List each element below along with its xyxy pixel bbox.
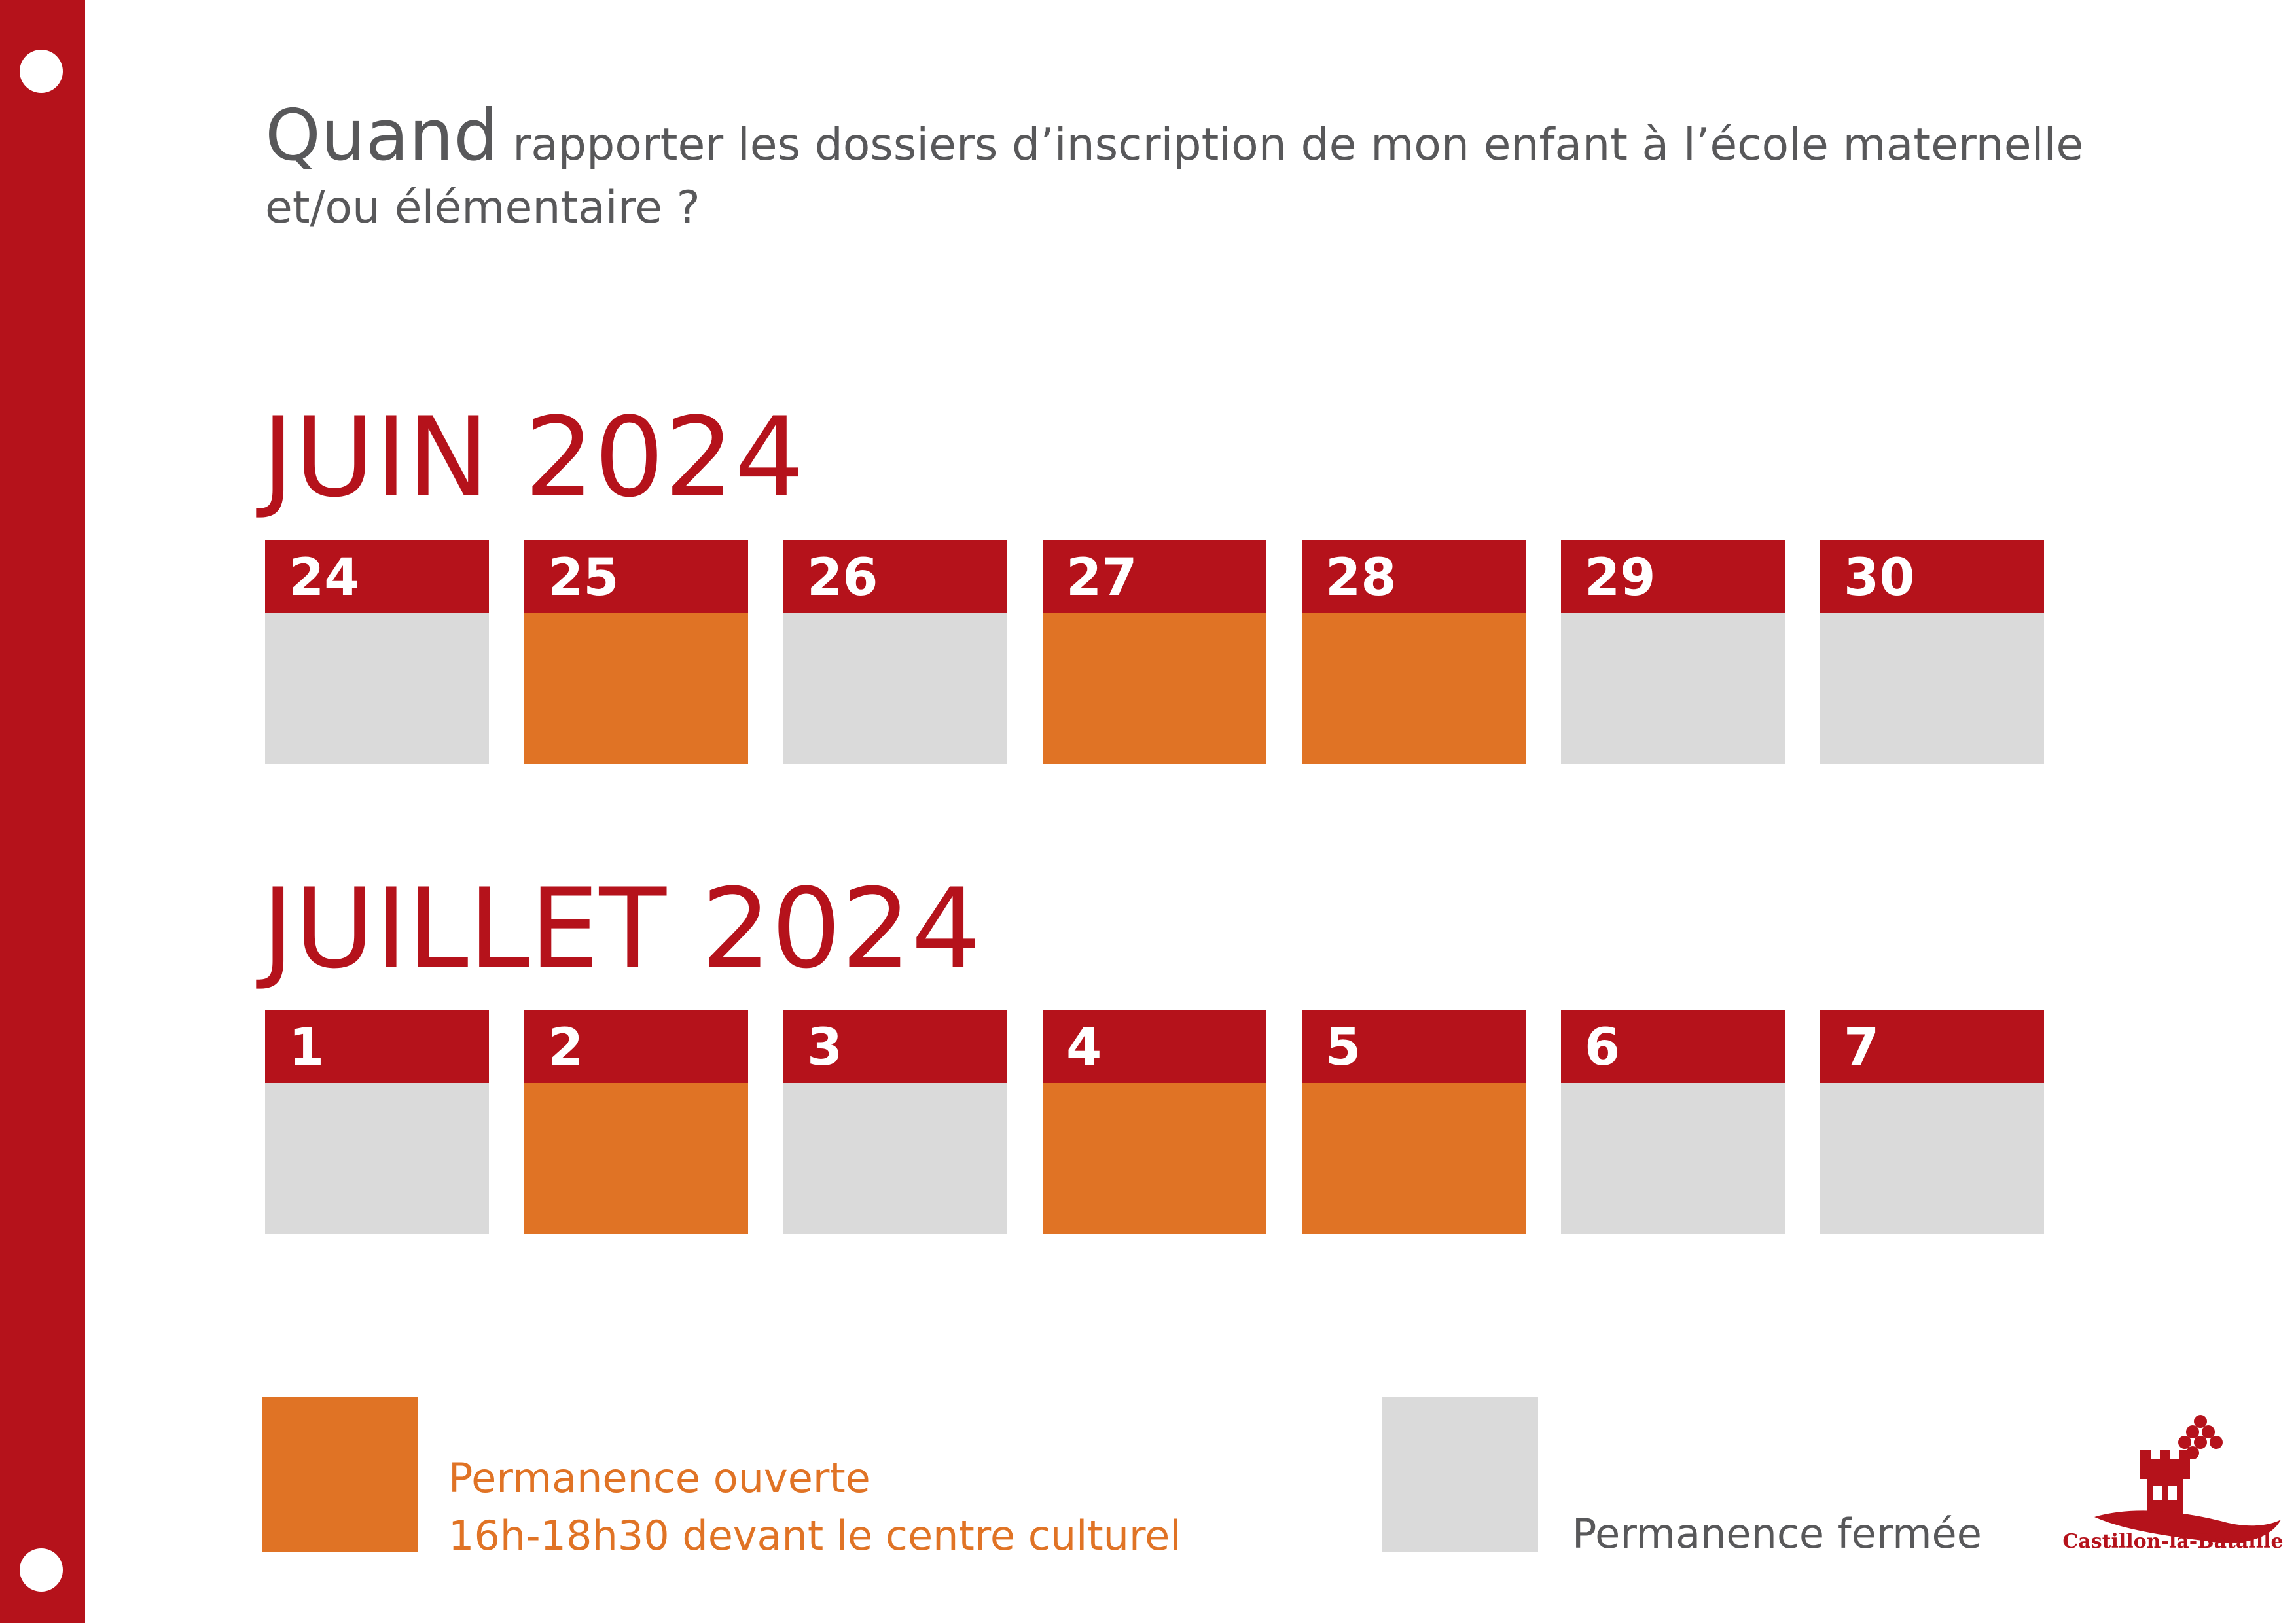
calendar-day-closed	[1561, 1083, 1785, 1234]
calendar-day-number: 30	[1844, 548, 1915, 607]
calendar-day-july: 3	[783, 1010, 1007, 1234]
calendar-day-june: 27	[1043, 540, 1266, 764]
binder-hole-top	[20, 50, 63, 93]
calendar-day-header: 5	[1302, 1010, 1526, 1083]
calendar-day-open	[1302, 1083, 1526, 1234]
calendar-day-header: 25	[524, 540, 748, 613]
calendar-day-number: 2	[548, 1018, 584, 1077]
calendar-day-closed	[783, 1083, 1007, 1234]
calendar-day-july: 6	[1561, 1010, 1785, 1234]
calendar-day-number: 4	[1066, 1018, 1102, 1077]
calendar-day-closed	[1820, 1083, 2044, 1234]
calendar-day-open	[1302, 613, 1526, 764]
calendar-day-header: 26	[783, 540, 1007, 613]
calendar-day-june: 24	[265, 540, 489, 764]
calendar-day-number: 5	[1325, 1018, 1361, 1077]
calendar-day-number: 3	[807, 1018, 843, 1077]
calendar-day-june: 26	[783, 540, 1007, 764]
calendar-day-header: 27	[1043, 540, 1266, 613]
calendar-day-number: 6	[1585, 1018, 1621, 1077]
calendar-day-number: 29	[1585, 548, 1656, 607]
calendar-day-number: 28	[1325, 548, 1397, 607]
calendar-day-header: 6	[1561, 1010, 1785, 1083]
calendar-day-july: 4	[1043, 1010, 1266, 1234]
calendar-day-open	[524, 613, 748, 764]
logo-text: Castillon-la-Bataille	[2062, 1530, 2284, 1553]
binder-hole-bottom	[20, 1548, 63, 1592]
calendar-day-june: 28	[1302, 540, 1526, 764]
calendar-day-july: 2	[524, 1010, 748, 1234]
question-heading: Quand rapporter les dossiers d’inscripti…	[265, 101, 2196, 240]
calendar-day-july: 7	[1820, 1010, 2044, 1234]
calendar-day-number: 25	[548, 548, 619, 607]
legend-open-line1: Permanence ouverte	[448, 1454, 870, 1502]
calendar-day-july: 5	[1302, 1010, 1526, 1234]
calendar-day-closed	[1820, 613, 2044, 764]
calendar-day-number: 7	[1844, 1018, 1880, 1077]
calendar-day-header: 2	[524, 1010, 748, 1083]
castle-logo-icon	[2094, 1415, 2281, 1543]
legend-open-line2: 16h-18h30 devant le centre culturel	[448, 1512, 1181, 1560]
calendar-day-header: 1	[265, 1010, 489, 1083]
legend-open-text: Permanence ouverte 16h-18h30 devant le c…	[448, 1450, 1181, 1565]
calendar-day-number: 24	[289, 548, 360, 607]
month-title-june: JUIN 2024	[262, 393, 804, 522]
month-title-july: JUILLET 2024	[262, 865, 981, 993]
calendar-day-header: 7	[1820, 1010, 2044, 1083]
calendar-day-header: 30	[1820, 540, 2044, 613]
calendar-day-number: 26	[807, 548, 878, 607]
calendar-day-june: 29	[1561, 540, 1785, 764]
calendar-day-open	[1043, 613, 1266, 764]
calendar-day-july: 1	[265, 1010, 489, 1234]
calendar-day-header: 28	[1302, 540, 1526, 613]
calendar-day-open	[524, 1083, 748, 1234]
calendar-day-closed	[265, 1083, 489, 1234]
calendar-day-header: 4	[1043, 1010, 1266, 1083]
calendar-day-number: 1	[289, 1018, 325, 1077]
calendar-day-closed	[265, 613, 489, 764]
calendar-day-june: 30	[1820, 540, 2044, 764]
calendar-day-closed	[783, 613, 1007, 764]
question-rest: rapporter les dossiers d’inscription de …	[265, 119, 2084, 234]
calendar-day-closed	[1561, 613, 1785, 764]
legend-closed-text: Permanence fermée	[1572, 1510, 1982, 1558]
calendar-day-header: 29	[1561, 540, 1785, 613]
calendar-day-header: 3	[783, 1010, 1007, 1083]
calendar-day-open	[1043, 1083, 1266, 1234]
calendar-day-header: 24	[265, 540, 489, 613]
legend-open-swatch	[262, 1397, 418, 1552]
legend-closed-swatch	[1382, 1397, 1538, 1552]
calendar-day-number: 27	[1066, 548, 1138, 607]
question-lead: Quand	[265, 95, 499, 177]
binder-side-bar	[0, 0, 85, 1623]
calendar-day-june: 25	[524, 540, 748, 764]
